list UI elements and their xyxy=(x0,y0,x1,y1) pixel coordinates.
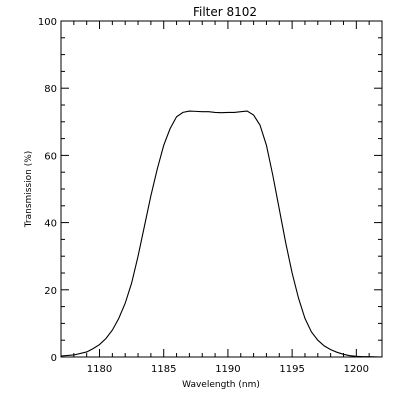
x-tick-label: 1180 xyxy=(87,364,112,375)
y-tick-label: 80 xyxy=(44,84,57,95)
y-tick-label: 0 xyxy=(51,353,57,364)
chart-title: Filter 8102 xyxy=(193,5,257,19)
y-tick-label: 20 xyxy=(44,286,57,297)
x-tick-label: 1185 xyxy=(151,364,176,375)
tick-layer: 1180 1185 1190 1195 1200 0 20 40 60 80 100 xyxy=(38,17,383,375)
plot-frame xyxy=(60,20,383,358)
x-tick-label: 1190 xyxy=(215,364,240,375)
y-tick-label: 40 xyxy=(44,219,57,230)
y-tick-label: 60 xyxy=(44,151,57,162)
y-tick-label: 100 xyxy=(38,17,57,28)
series-line xyxy=(60,110,383,358)
x-axis-title: Wavelength (nm) xyxy=(182,380,260,390)
x-tick-label: 1200 xyxy=(344,364,369,375)
y-axis-title: Transmission (%) xyxy=(24,151,34,229)
x-tick-label: 1195 xyxy=(279,364,304,375)
